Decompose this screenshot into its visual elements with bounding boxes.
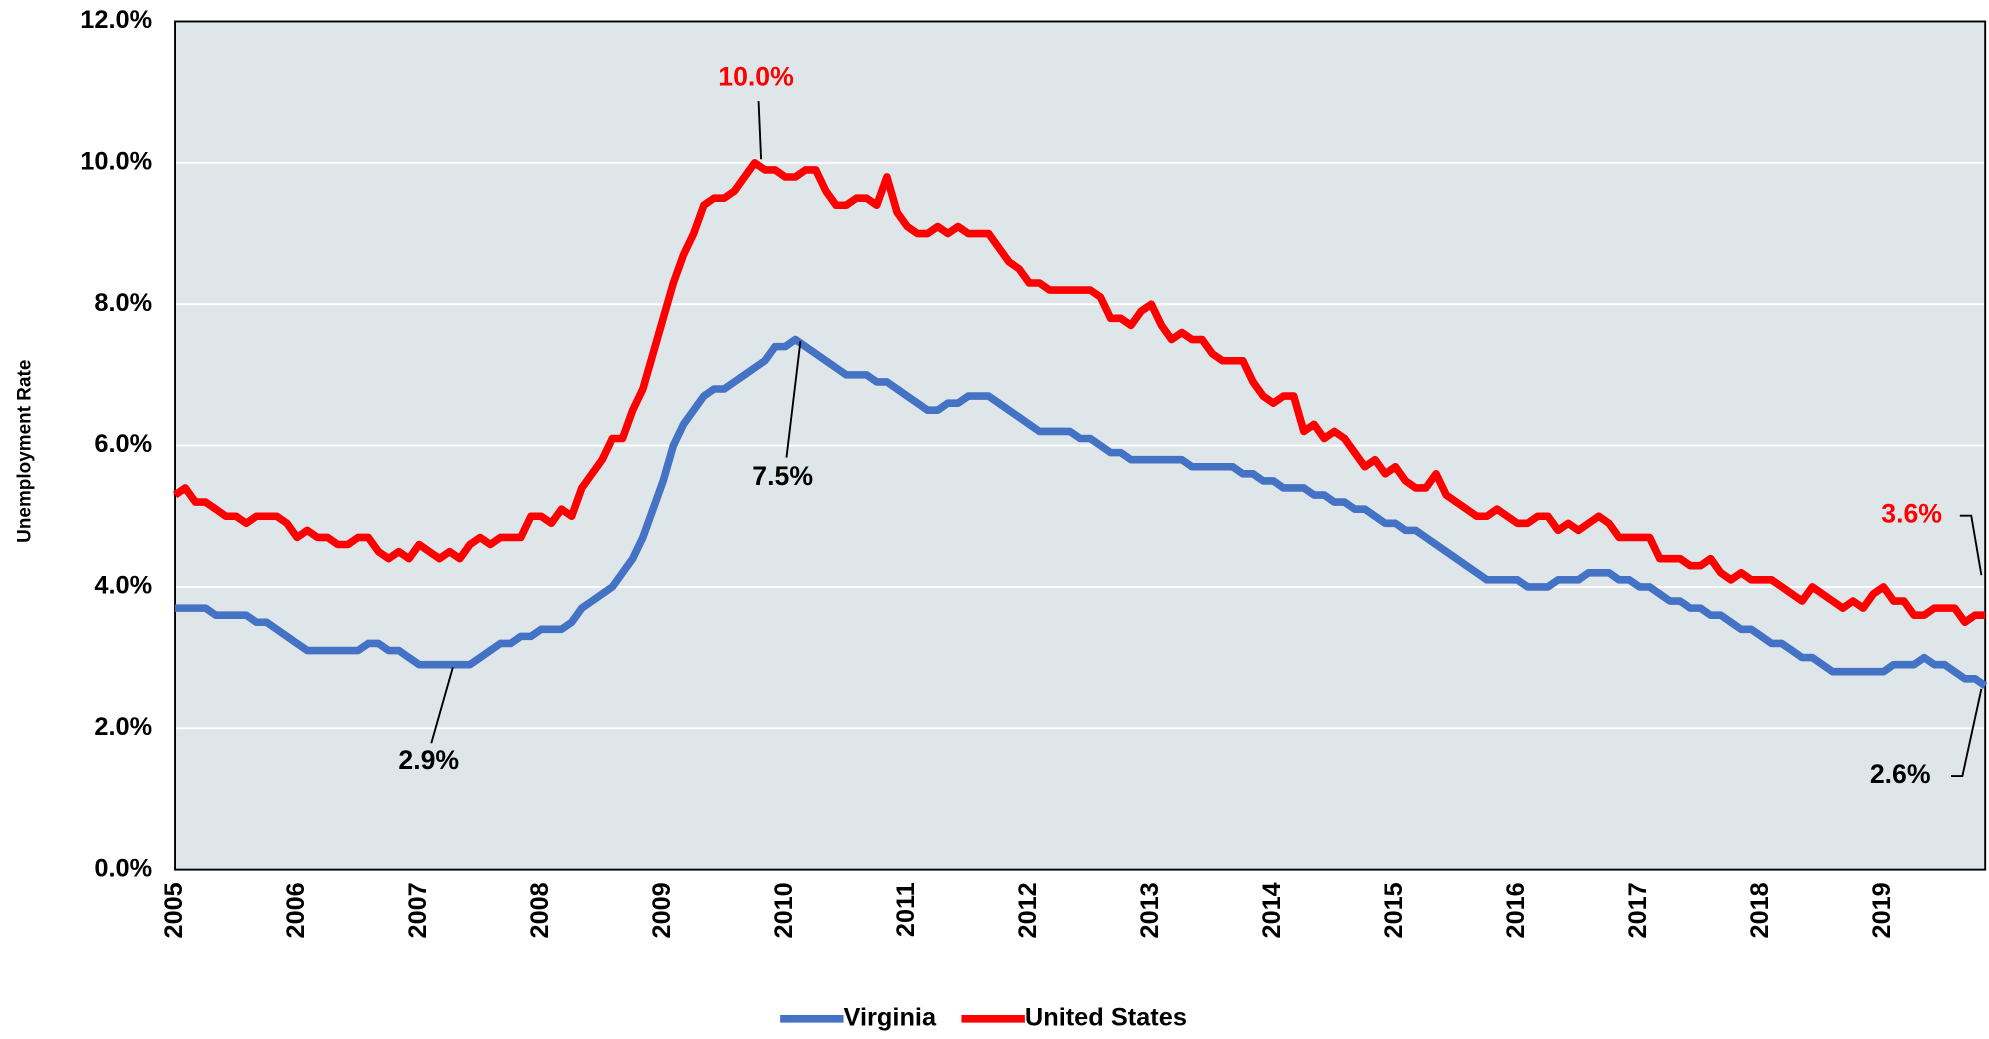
x-tick-label: 2006 <box>282 882 310 938</box>
x-tick-label: 2015 <box>1380 882 1408 938</box>
x-tick-label: 2016 <box>1502 882 1530 938</box>
x-tick-label: 2017 <box>1624 882 1652 938</box>
legend-label: United States <box>1025 1003 1187 1031</box>
x-tick-label: 2014 <box>1258 882 1286 938</box>
x-tick-label: 2010 <box>770 882 798 938</box>
annotation: 7.5% <box>752 461 813 491</box>
annotation: 3.6% <box>1881 499 1942 529</box>
y-tick-label: 4.0% <box>94 572 152 600</box>
y-tick-label: 10.0% <box>80 148 152 176</box>
x-tick-label: 2018 <box>1746 882 1774 938</box>
x-tick-label: 2013 <box>1136 882 1164 938</box>
y-tick-label: 0.0% <box>94 854 152 882</box>
annotation-leader <box>785 341 802 458</box>
annotation: 2.6% <box>1870 759 1931 789</box>
x-tick-label: 2008 <box>526 882 554 938</box>
annotation-leader <box>1959 514 1983 576</box>
y-tick-label: 2.0% <box>94 713 152 741</box>
annotation-leader <box>757 101 763 160</box>
y-tick-label: 8.0% <box>94 289 152 317</box>
series-line <box>175 335 1988 689</box>
annotation: 2.9% <box>398 745 459 775</box>
plot-border <box>174 20 1987 871</box>
annotation-leader <box>1950 688 1983 778</box>
x-tick-label: 2009 <box>648 882 676 938</box>
x-tick-label: 2007 <box>404 882 432 938</box>
annotation-leader <box>430 667 454 744</box>
series-line <box>172 159 1986 627</box>
annotation: 10.0% <box>718 61 794 91</box>
x-tick-label: 2005 <box>160 882 188 938</box>
x-tick-label: 2011 <box>892 882 920 937</box>
y-tick-label: 6.0% <box>94 430 152 458</box>
y-tick-label: 12.0% <box>80 6 152 34</box>
x-tick-label: 2019 <box>1868 882 1896 938</box>
x-tick-label: 2012 <box>1014 882 1042 938</box>
y-axis-label: Unemployment Rate <box>14 360 35 543</box>
legend-label: Virginia <box>844 1003 937 1031</box>
